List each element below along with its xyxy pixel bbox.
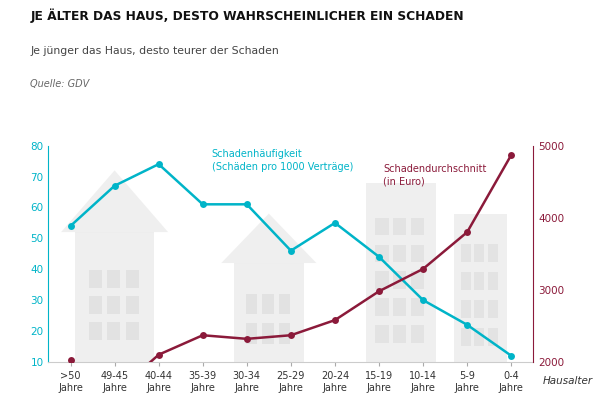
Bar	[393, 298, 407, 316]
Bar	[125, 322, 139, 340]
Bar	[474, 328, 484, 346]
Bar	[461, 244, 471, 262]
Bar	[411, 325, 424, 343]
Bar	[474, 244, 484, 262]
Bar	[488, 300, 498, 318]
Bar	[279, 294, 290, 314]
Bar	[233, 263, 304, 362]
Bar	[411, 245, 424, 262]
Text: JE ÄLTER DAS HAUS, DESTO WAHRSCHEINLICHER EIN SCHADEN: JE ÄLTER DAS HAUS, DESTO WAHRSCHEINLICHE…	[30, 8, 464, 23]
Text: Je jünger das Haus, desto teurer der Schaden: Je jünger das Haus, desto teurer der Sch…	[30, 46, 279, 56]
Bar	[279, 323, 290, 344]
Bar	[88, 296, 102, 314]
Bar	[474, 272, 484, 290]
Bar	[262, 323, 274, 344]
Bar	[461, 272, 471, 290]
Bar	[125, 270, 139, 288]
Bar	[107, 270, 120, 288]
Bar	[107, 322, 120, 340]
Bar	[376, 245, 388, 262]
Bar	[488, 272, 498, 290]
Bar	[454, 213, 507, 362]
Bar	[461, 300, 471, 318]
Bar	[246, 294, 258, 314]
Bar	[376, 218, 388, 235]
Bar	[88, 322, 102, 340]
Bar	[411, 271, 424, 289]
Bar	[75, 232, 155, 362]
Bar	[488, 328, 498, 346]
Bar	[411, 298, 424, 316]
Text: Schadendurchschnitt
(in Euro): Schadendurchschnitt (in Euro)	[384, 163, 487, 187]
Bar	[88, 270, 102, 288]
Bar	[393, 245, 407, 262]
Polygon shape	[61, 170, 168, 232]
Bar	[107, 296, 120, 314]
Bar	[411, 218, 424, 235]
Bar	[366, 183, 436, 362]
Bar	[246, 323, 258, 344]
Bar	[393, 271, 407, 289]
Text: Quelle: GDV: Quelle: GDV	[30, 79, 90, 89]
Bar	[474, 300, 484, 318]
Polygon shape	[221, 213, 316, 263]
Bar	[376, 271, 388, 289]
Text: Schadenhäufigkeit
(Schäden pro 1000 Verträge): Schadenhäufigkeit (Schäden pro 1000 Vert…	[211, 149, 353, 172]
Bar	[488, 244, 498, 262]
Bar	[125, 296, 139, 314]
Bar	[393, 218, 407, 235]
Text: Hausalter: Hausalter	[542, 376, 593, 386]
Bar	[376, 325, 388, 343]
Bar	[393, 325, 407, 343]
Bar	[376, 298, 388, 316]
Bar	[461, 328, 471, 346]
Bar	[262, 294, 274, 314]
